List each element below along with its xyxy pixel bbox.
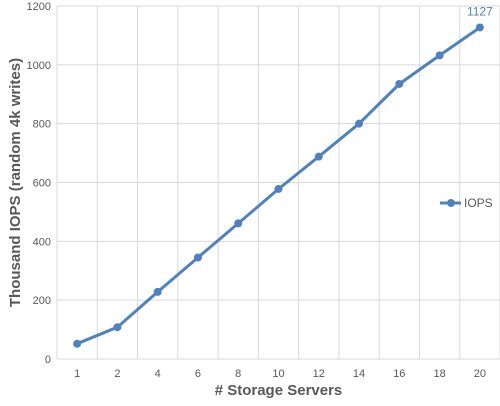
x-tick-label: 8 (235, 368, 241, 380)
x-tick-label: 4 (155, 368, 161, 380)
x-tick-label: 16 (393, 368, 405, 380)
x-tick-label: 10 (272, 368, 284, 380)
data-point (314, 152, 323, 161)
data-point (355, 119, 364, 128)
data-point (73, 339, 82, 348)
data-point (395, 79, 404, 88)
x-axis-title: # Storage Servers (215, 382, 343, 399)
data-point (113, 323, 122, 332)
x-tick-label: 20 (474, 368, 486, 380)
legend: IOPS (440, 196, 493, 210)
data-point (274, 184, 283, 193)
x-tick-label: 14 (353, 368, 365, 380)
legend-marker-iops (447, 199, 455, 207)
grid-layer (56, 5, 500, 360)
data-point (153, 287, 162, 296)
data-label-layer: 1127 (467, 4, 493, 18)
y-tick-label: 0 (45, 354, 51, 366)
y-axis-title: Thousand IOPS (random 4k writes) (7, 58, 24, 307)
legend-label-iops: IOPS (464, 196, 493, 210)
x-tick-label: 6 (195, 368, 201, 380)
x-tick-label: 1 (74, 368, 80, 380)
data-point (234, 219, 243, 228)
x-tick-label: 12 (313, 368, 325, 380)
y-tick-label: 200 (33, 295, 51, 307)
y-tick-label: 600 (33, 178, 51, 190)
series-layer (73, 23, 484, 348)
y-tick-label: 1200 (27, 1, 51, 13)
y-tick-label: 400 (33, 236, 51, 248)
x-tick-label: 2 (114, 368, 120, 380)
data-point (193, 253, 202, 262)
data-label: 1127 (467, 4, 493, 18)
data-point (475, 23, 484, 32)
x-tick-label: 18 (433, 368, 445, 380)
y-tick-label: 1000 (27, 60, 51, 72)
y-tick-label: 800 (33, 119, 51, 131)
data-point (435, 51, 444, 60)
